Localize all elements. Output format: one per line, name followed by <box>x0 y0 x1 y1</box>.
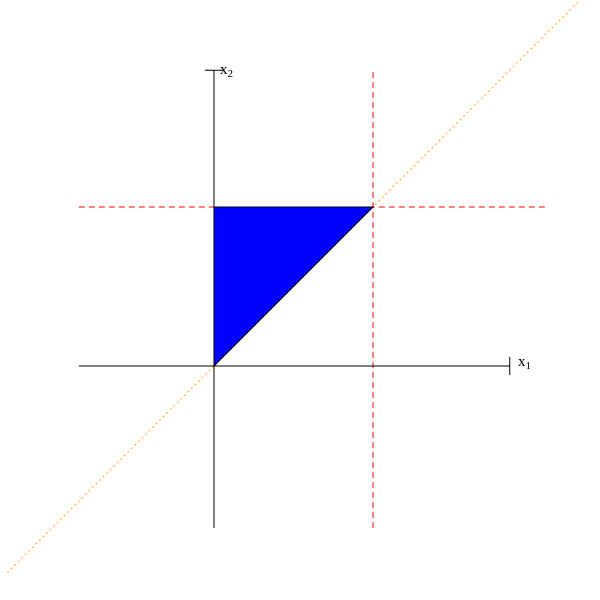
diag-dotted <box>7 0 592 573</box>
y-axis-label: x2 <box>220 62 233 80</box>
feasible-triangle <box>214 207 373 366</box>
diagram-canvas <box>0 0 600 600</box>
x-axis-label: x1 <box>518 354 531 372</box>
